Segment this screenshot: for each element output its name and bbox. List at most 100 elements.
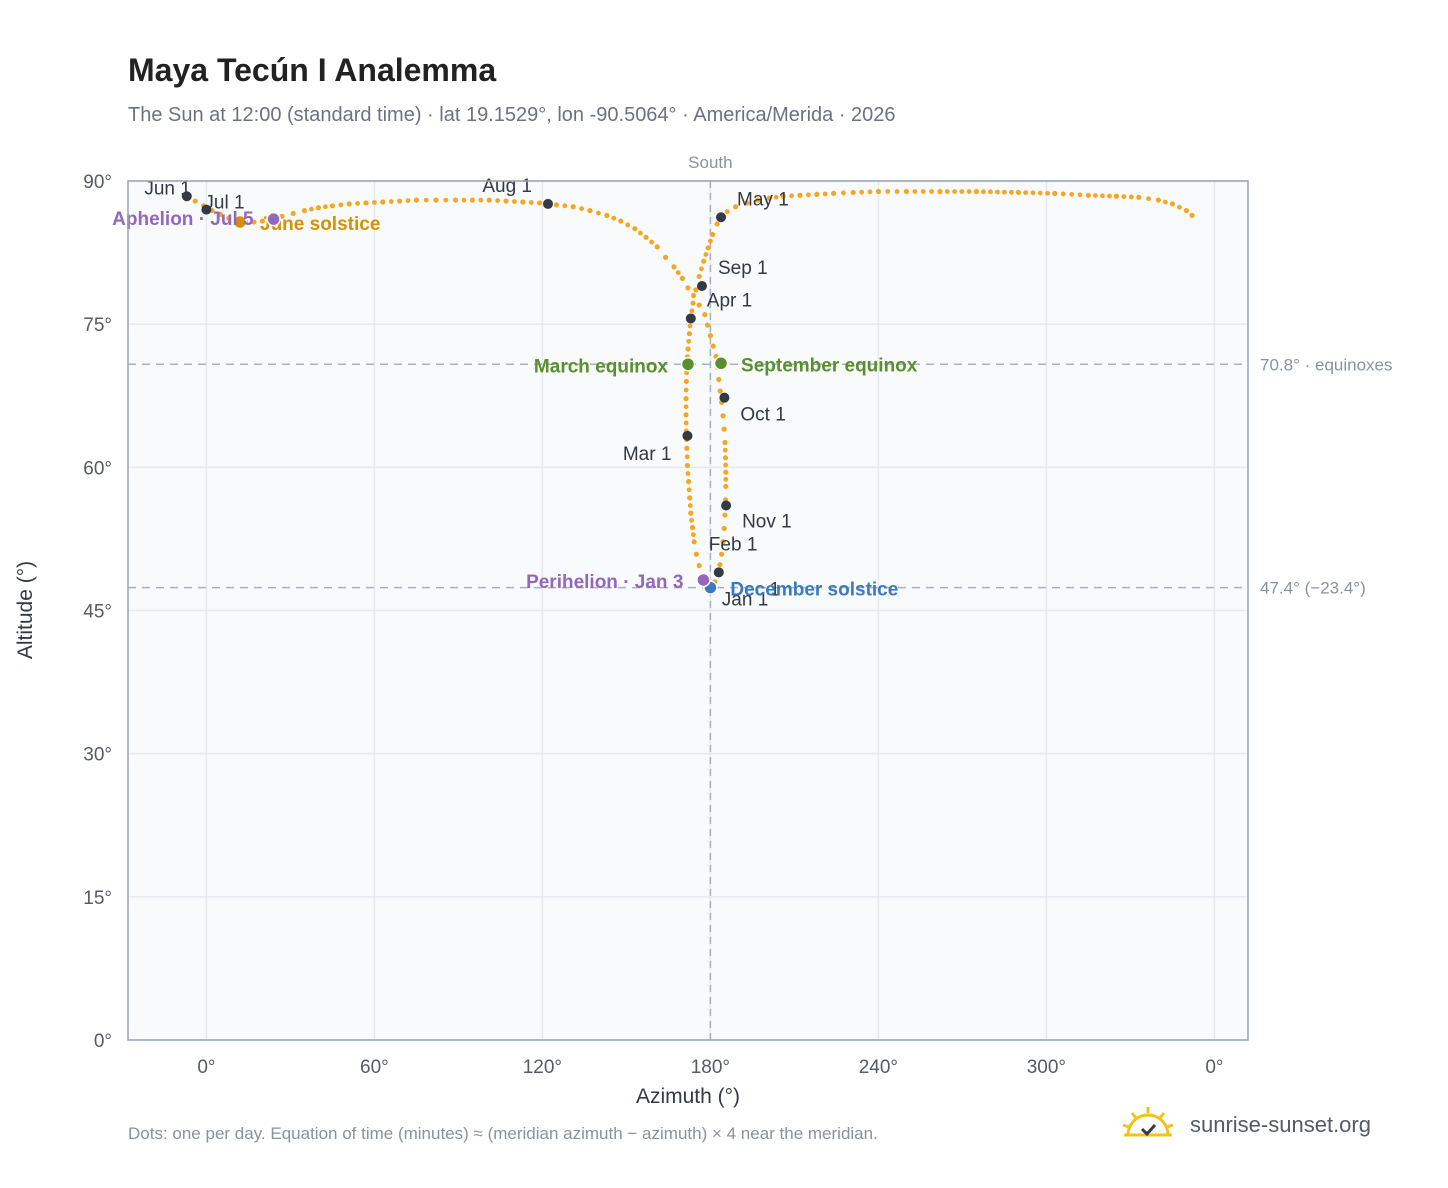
x-tick-label: 300° [1027, 1057, 1066, 1078]
daily-point [309, 206, 314, 212]
daily-point [912, 189, 918, 194]
daily-point [683, 404, 689, 410]
month-marker [713, 567, 724, 578]
daily-point [687, 495, 693, 501]
daily-point [744, 200, 750, 206]
daily-point [722, 512, 728, 518]
month-marker [201, 204, 212, 215]
daily-point [684, 370, 689, 376]
daily-point [433, 197, 439, 203]
daily-point [710, 231, 716, 238]
daily-point [1113, 193, 1119, 199]
daily-point [363, 200, 369, 206]
month-label: Apr 1 [707, 290, 752, 311]
x-tick-label: 0° [1205, 1057, 1223, 1078]
daily-point [553, 202, 560, 208]
daily-point [995, 189, 1000, 195]
daily-point [789, 193, 794, 199]
daily-point [683, 378, 689, 385]
daily-point [723, 483, 729, 490]
daily-point [380, 199, 386, 205]
daily-point [1177, 204, 1182, 210]
daily-point [721, 525, 727, 532]
daily-point [251, 219, 257, 225]
month-label: Nov 1 [742, 512, 792, 533]
daily-point [720, 413, 726, 419]
daily-point [685, 479, 692, 485]
daily-point [707, 333, 714, 339]
daily-point [966, 189, 972, 194]
daily-point [587, 207, 593, 214]
daily-point [413, 197, 419, 203]
month-label: Sep 1 [718, 258, 768, 279]
reference-line-label: 70.8° · equinoxes [1260, 355, 1393, 374]
daily-point [850, 189, 856, 196]
daily-point [920, 189, 926, 194]
daily-point [1077, 192, 1083, 198]
daily-point [1030, 190, 1036, 196]
daily-point [663, 254, 669, 260]
daily-point [301, 207, 307, 214]
brand[interactable]: sunrise-sunset.org [1120, 1100, 1371, 1150]
daily-point [338, 202, 344, 208]
daily-point [685, 471, 691, 476]
daily-point [903, 188, 910, 195]
sun-logo-icon [1122, 1107, 1174, 1137]
daily-point [1009, 189, 1014, 195]
month-label: Jul 1 [204, 193, 244, 214]
y-tick-label: 15° [83, 888, 112, 909]
daily-point [683, 412, 689, 418]
month-label: Feb 1 [709, 534, 758, 555]
daily-point [423, 197, 429, 203]
month-label: Mar 1 [623, 444, 672, 465]
daily-point [686, 487, 692, 493]
chart-title: Maya Tecún I Analemma [128, 52, 497, 88]
daily-point [675, 270, 681, 276]
daily-point [579, 206, 584, 212]
daily-point [885, 189, 891, 194]
daily-point [1023, 190, 1029, 196]
daily-point [1136, 194, 1142, 200]
daily-point [1189, 212, 1195, 218]
daily-point [716, 376, 722, 383]
daily-point [503, 198, 509, 204]
daily-point [944, 189, 950, 194]
reference-line-label: 47.4° (−23.4°) [1260, 579, 1366, 598]
daily-point [831, 190, 837, 197]
axis-ticks: 0° 60° 120° 180° 240° 300° 0° 0° 15° 30° 45° 60° 75°… [83, 172, 1223, 1078]
daily-point [822, 191, 828, 197]
daily-point [684, 445, 690, 451]
daily-point [217, 211, 223, 218]
month-marker [716, 212, 727, 223]
daily-point [988, 189, 993, 195]
daily-point [1069, 191, 1074, 197]
month-markers: Jan 1 Feb 1 Mar 1 Apr 1 May 1 Jun 1 Jul 1 Aug 1… [144, 176, 791, 611]
daily-point [714, 221, 720, 227]
y-tick-label: 0° [94, 1031, 112, 1052]
plot-border [127, 180, 1249, 1041]
event-marker [696, 572, 711, 588]
daily-point [315, 205, 321, 211]
daily-point [684, 454, 690, 460]
daily-point [1128, 194, 1134, 200]
y-axis-label: Altitude (°) [14, 561, 37, 659]
daily-point [859, 189, 864, 195]
daily-point [702, 312, 708, 318]
month-marker [543, 198, 553, 209]
daily-point [841, 190, 846, 196]
month-marker [181, 191, 192, 202]
daily-point [721, 426, 727, 432]
brand-link[interactable]: sunrise-sunset.org [1190, 1112, 1371, 1137]
daily-point [687, 503, 693, 508]
daily-point [708, 238, 713, 244]
daily-point [1163, 199, 1168, 205]
daily-point [717, 388, 723, 394]
daily-point [1183, 207, 1189, 214]
daily-point [405, 198, 411, 203]
daily-point [723, 469, 729, 475]
daily-point [1045, 190, 1050, 196]
daily-point [733, 204, 739, 210]
daily-point [1093, 193, 1098, 198]
daily-point [722, 439, 728, 446]
daily-point [611, 215, 617, 221]
